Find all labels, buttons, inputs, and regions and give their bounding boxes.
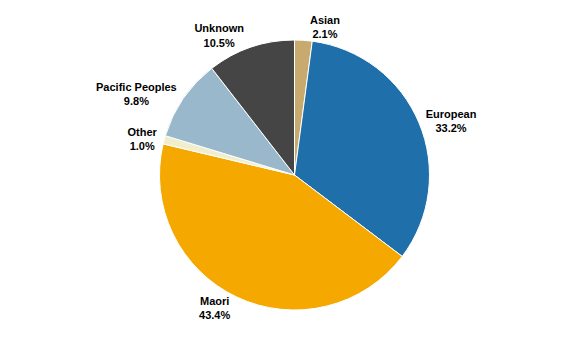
svg-text:Pacific Peoples9.8%: Pacific Peoples9.8% (96, 81, 177, 107)
svg-text:Other1.0%: Other1.0% (128, 126, 158, 152)
svg-text:European33.2%: European33.2% (426, 108, 477, 134)
svg-text:Maori43.4%: Maori43.4% (199, 295, 230, 321)
svg-text:Asian2.1%: Asian2.1% (310, 14, 340, 40)
svg-text:Unknown10.5%: Unknown10.5% (194, 22, 244, 48)
